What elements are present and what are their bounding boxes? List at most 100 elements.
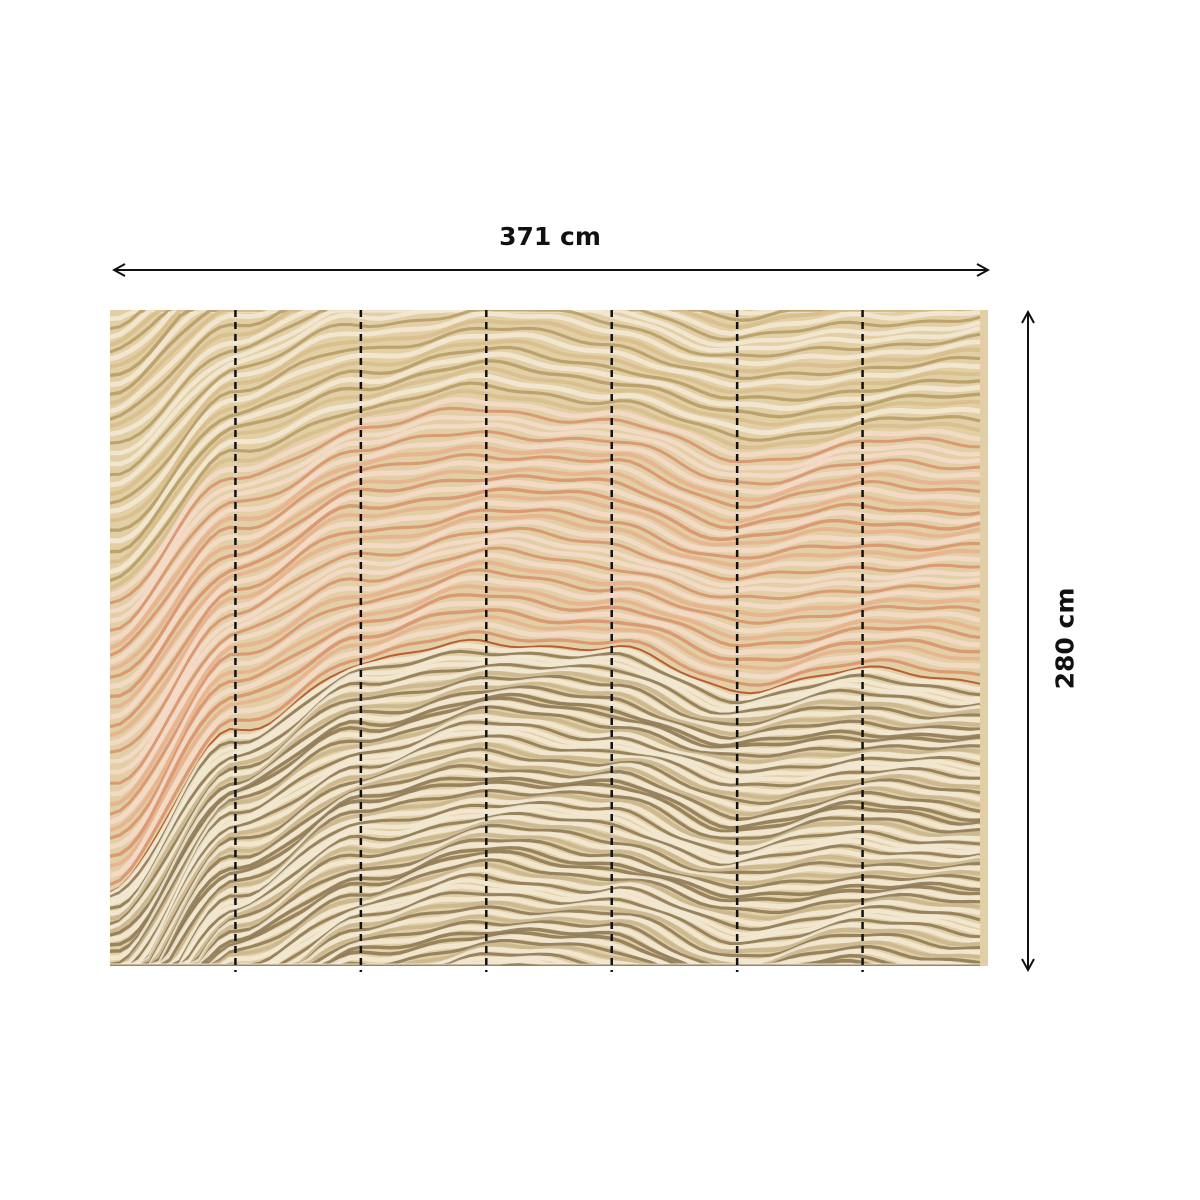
- marble-band: [110, 452, 981, 657]
- marble-band: [110, 546, 981, 785]
- marble-band: [110, 422, 981, 624]
- marble-band: [110, 737, 980, 966]
- marble-band: [110, 793, 981, 966]
- marble-band: [110, 958, 980, 966]
- marble-band: [110, 519, 981, 747]
- marble-band: [110, 807, 981, 966]
- marble-band: [110, 824, 981, 966]
- marble-band: [110, 600, 981, 850]
- marble-band: [110, 939, 980, 966]
- marble-band: [110, 381, 981, 582]
- marble-band: [110, 963, 980, 966]
- marble-band: [110, 310, 980, 429]
- marble-band: [110, 584, 981, 833]
- marble-band: [110, 654, 981, 902]
- marble-band: [110, 788, 981, 966]
- marble-band: [110, 705, 981, 966]
- mural-image: [110, 310, 988, 966]
- marble-band: [110, 858, 981, 966]
- marble-band: [110, 460, 981, 665]
- marble-band: [110, 922, 980, 966]
- marble-band: [110, 780, 981, 966]
- marble-band: [110, 908, 981, 966]
- marble-band: [110, 406, 981, 605]
- marble-band: [110, 444, 981, 650]
- marble-band: [110, 560, 981, 807]
- marble-band: [110, 663, 981, 910]
- marble-band: [110, 914, 981, 966]
- marble-band: [110, 930, 980, 966]
- marble-band: [110, 952, 980, 966]
- marble-band: [110, 310, 981, 445]
- marble-band: [110, 729, 981, 966]
- marble-band: [110, 513, 981, 738]
- marble-band: [110, 414, 981, 614]
- marble-band: [110, 942, 980, 966]
- marble-band: [110, 508, 981, 729]
- marble-band: [110, 900, 981, 966]
- marble-band: [110, 389, 981, 590]
- marble-band: [110, 345, 981, 532]
- marble-band: [110, 841, 981, 966]
- marble-band: [110, 891, 981, 966]
- marble-band: [110, 552, 980, 797]
- marble-band: [110, 479, 981, 689]
- marble-band: [110, 757, 981, 966]
- marble-band: [110, 769, 981, 966]
- marble-band: [110, 310, 981, 467]
- marble-band: [110, 681, 981, 934]
- marble-band: [110, 318, 981, 497]
- marble-band: [110, 526, 981, 754]
- marble-band: [110, 955, 980, 966]
- marble-band: [110, 674, 981, 926]
- marble-band: [110, 310, 980, 421]
- width-label: 371 cm: [499, 222, 601, 251]
- marble-band: [110, 747, 981, 966]
- marble-band: [110, 677, 981, 931]
- marble-band: [110, 814, 981, 966]
- marble-band: [110, 883, 981, 966]
- marble-band: [110, 310, 981, 437]
- marble-band: [110, 709, 981, 966]
- marble-band: [110, 878, 981, 966]
- marble-band: [110, 649, 981, 899]
- marble-band: [110, 436, 981, 642]
- marble-band: [110, 310, 981, 456]
- marble-band: [110, 905, 981, 966]
- marble-band: [110, 734, 980, 966]
- marble-band: [110, 666, 981, 917]
- marble-band: [110, 796, 981, 966]
- marble-band: [110, 742, 981, 966]
- marble-band: [110, 643, 981, 897]
- marble-band: [110, 838, 981, 966]
- marble-band: [110, 832, 981, 966]
- height-label: 280 cm: [1050, 587, 1080, 690]
- marble-band: [110, 351, 981, 544]
- marble-band: [110, 311, 981, 488]
- marble-band: [110, 630, 981, 886]
- panel-seam-lines: [234, 310, 864, 972]
- marble-band: [110, 430, 981, 632]
- marble-band: [110, 670, 981, 922]
- marble-band: [110, 700, 981, 961]
- marble-band: [110, 575, 981, 825]
- marble-band: [110, 896, 981, 966]
- marble-band: [110, 326, 981, 505]
- marble-band: [110, 372, 981, 575]
- marble-band: [110, 532, 981, 764]
- marble-band: [110, 776, 981, 966]
- marble-band: [110, 310, 980, 415]
- marble-band: [110, 946, 980, 966]
- marble-band: [110, 751, 981, 966]
- marble-band: [110, 688, 981, 942]
- marble-band: [110, 474, 981, 680]
- marble-band: [110, 539, 981, 775]
- marble-band: [110, 849, 981, 966]
- marble-band: [110, 593, 981, 840]
- marble-band: [110, 927, 980, 966]
- marble-band: [110, 487, 981, 699]
- marble-band: [110, 359, 981, 554]
- marble-band: [110, 467, 981, 672]
- marble-band: [110, 692, 981, 947]
